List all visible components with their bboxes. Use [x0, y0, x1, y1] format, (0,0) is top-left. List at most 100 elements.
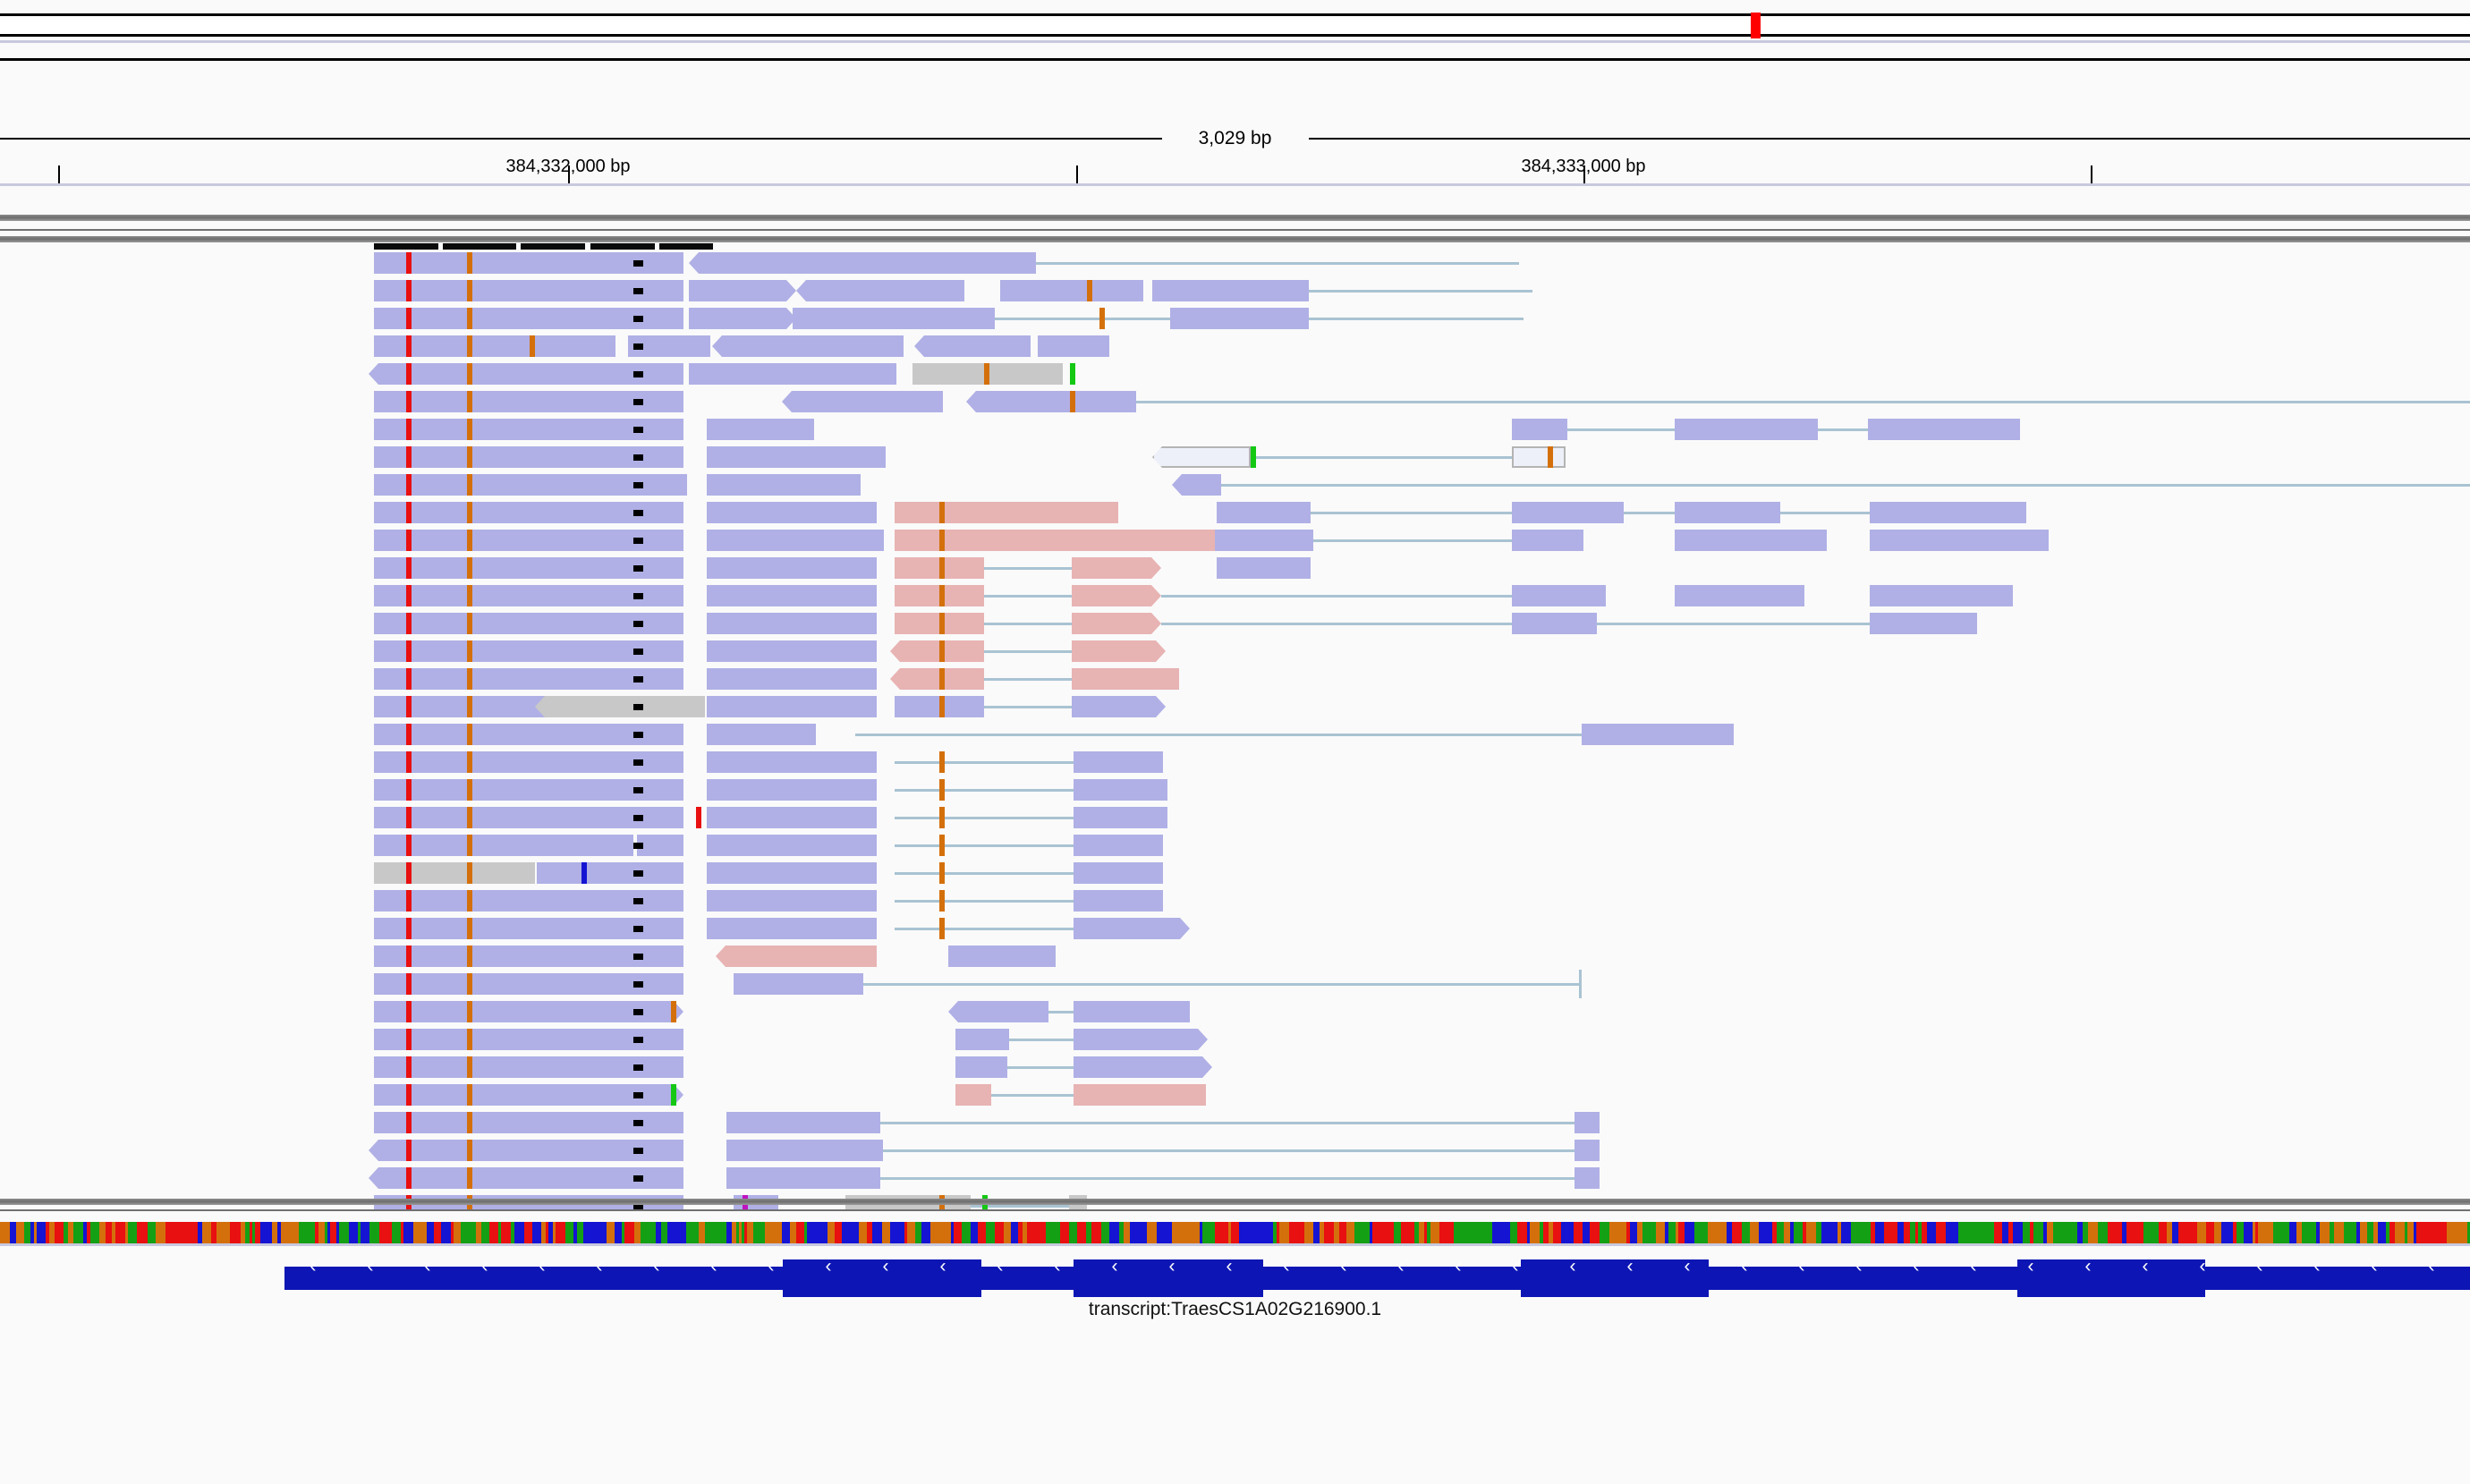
mismatch-marker[interactable] — [671, 1084, 676, 1106]
alignment-read[interactable] — [955, 1056, 1007, 1078]
mismatch-marker[interactable] — [406, 779, 412, 801]
insertion-marker[interactable] — [633, 676, 643, 683]
mismatch-marker[interactable] — [406, 890, 412, 912]
mismatch-marker[interactable] — [406, 1112, 412, 1133]
alignment-read[interactable] — [369, 1167, 683, 1189]
alignment-read[interactable] — [374, 779, 683, 801]
insertion-marker[interactable] — [633, 621, 643, 627]
alignment-read[interactable] — [1074, 918, 1190, 939]
insertion-marker[interactable] — [633, 1092, 643, 1098]
alignment-read[interactable] — [890, 668, 984, 690]
mismatch-marker[interactable] — [1087, 280, 1092, 301]
mismatch-marker[interactable] — [406, 530, 412, 551]
alignment-read[interactable] — [726, 1112, 880, 1133]
mismatch-marker[interactable] — [406, 391, 412, 412]
mismatch-marker[interactable] — [467, 502, 472, 523]
alignment-read[interactable] — [637, 807, 683, 828]
mismatch-marker[interactable] — [467, 696, 472, 717]
mismatch-marker[interactable] — [696, 807, 701, 828]
sequence-track[interactable] — [0, 1211, 2470, 1247]
mismatch-marker[interactable] — [467, 363, 472, 385]
alignment-read[interactable] — [726, 1140, 883, 1161]
mismatch-marker[interactable] — [467, 1001, 472, 1022]
insertion-marker[interactable] — [633, 510, 643, 516]
alignment-read[interactable] — [707, 835, 877, 856]
gene-track[interactable]: ‹ ‹ ‹ ‹ ‹ ‹ ‹ ‹ ‹ ‹ ‹ ‹ ‹ ‹ ‹ ‹ ‹ ‹ ‹ ‹ ‹ ‹ ‹ ‹ ‹ ‹ ‹ ‹ ‹ ‹ ‹ ‹ ‹ ‹ ‹ ‹ ‹ ‹ t… — [0, 1247, 2470, 1327]
mismatch-marker[interactable] — [467, 835, 472, 856]
alignment-read[interactable] — [1512, 446, 1566, 468]
mismatch-marker[interactable] — [406, 280, 412, 301]
alignment-read[interactable] — [1152, 446, 1251, 468]
transcript-exon[interactable] — [2017, 1259, 2205, 1297]
mismatch-marker[interactable] — [467, 1167, 472, 1189]
alignment-read[interactable] — [1074, 835, 1163, 856]
alignment-read[interactable] — [955, 1029, 1009, 1050]
alignment-read[interactable] — [1870, 530, 2049, 551]
alignment-read[interactable] — [707, 419, 814, 440]
alignment-read[interactable] — [374, 973, 683, 995]
alignment-read[interactable] — [1870, 502, 2026, 523]
insertion-marker[interactable] — [633, 870, 643, 877]
mismatch-marker[interactable] — [406, 502, 412, 523]
alignment-read[interactable] — [374, 1029, 683, 1050]
insertion-marker[interactable] — [633, 371, 643, 377]
alignment-track[interactable] — [0, 243, 2470, 1211]
insertion-marker[interactable] — [633, 898, 643, 904]
alignment-read[interactable] — [1072, 696, 1166, 717]
alignment-read[interactable] — [734, 973, 863, 995]
alignment-read[interactable] — [1072, 557, 1161, 579]
alignment-read[interactable] — [374, 585, 683, 606]
alignment-read[interactable] — [1074, 1029, 1208, 1050]
alignment-read[interactable] — [1172, 474, 1221, 496]
alignment-read[interactable] — [707, 890, 877, 912]
alignment-read[interactable] — [890, 640, 984, 662]
alignment-read[interactable] — [1675, 502, 1780, 523]
mismatch-marker[interactable] — [467, 946, 472, 967]
alignment-read[interactable] — [707, 779, 877, 801]
mismatch-marker[interactable] — [467, 557, 472, 579]
mismatch-marker[interactable] — [406, 613, 412, 634]
mismatch-marker[interactable] — [406, 363, 412, 385]
alignment-read[interactable] — [374, 557, 683, 579]
insertion-marker[interactable] — [633, 482, 643, 488]
mismatch-marker[interactable] — [939, 640, 945, 662]
mismatch-marker[interactable] — [939, 779, 945, 801]
mismatch-marker[interactable] — [406, 1084, 412, 1106]
alignment-read[interactable] — [374, 391, 683, 412]
alignment-read[interactable] — [637, 835, 683, 856]
alignment-read[interactable] — [374, 1001, 683, 1022]
insertion-marker[interactable] — [633, 815, 643, 821]
ruler-panel[interactable]: 3,029 bp 384,332,000 bp 384,333,000 bp — [0, 40, 2470, 203]
alignment-read[interactable] — [535, 696, 705, 717]
alignment-read[interactable] — [1152, 280, 1309, 301]
alignment-read[interactable] — [374, 613, 683, 634]
alignment-read[interactable] — [1072, 668, 1179, 690]
alignment-read[interactable] — [707, 613, 877, 634]
insertion-marker[interactable] — [633, 649, 643, 655]
alignment-read[interactable] — [369, 363, 683, 385]
alignment-read[interactable] — [955, 1084, 991, 1106]
mismatch-marker[interactable] — [467, 280, 472, 301]
mismatch-marker[interactable] — [406, 1167, 412, 1189]
mismatch-marker[interactable] — [1548, 446, 1553, 468]
mismatch-marker[interactable] — [467, 1112, 472, 1133]
mismatch-marker[interactable] — [671, 1001, 676, 1022]
insertion-marker[interactable] — [633, 1037, 643, 1043]
insertion-marker[interactable] — [633, 954, 643, 960]
insertion-marker[interactable] — [633, 593, 643, 599]
alignment-read[interactable] — [1512, 502, 1624, 523]
mismatch-marker[interactable] — [406, 335, 412, 357]
mismatch-marker[interactable] — [939, 918, 945, 939]
transcript-exon[interactable] — [783, 1259, 981, 1297]
alignment-read[interactable] — [707, 862, 877, 884]
insertion-marker[interactable] — [633, 843, 643, 849]
insertion-marker[interactable] — [633, 538, 643, 544]
mismatch-marker[interactable] — [406, 446, 412, 468]
transcript-exon[interactable] — [1074, 1259, 1263, 1297]
mismatch-marker[interactable] — [467, 1140, 472, 1161]
insertion-marker[interactable] — [633, 926, 643, 932]
alignment-read[interactable] — [1074, 890, 1163, 912]
mismatch-marker[interactable] — [984, 363, 989, 385]
mismatch-marker[interactable] — [939, 530, 945, 551]
alignment-read[interactable] — [707, 751, 877, 773]
